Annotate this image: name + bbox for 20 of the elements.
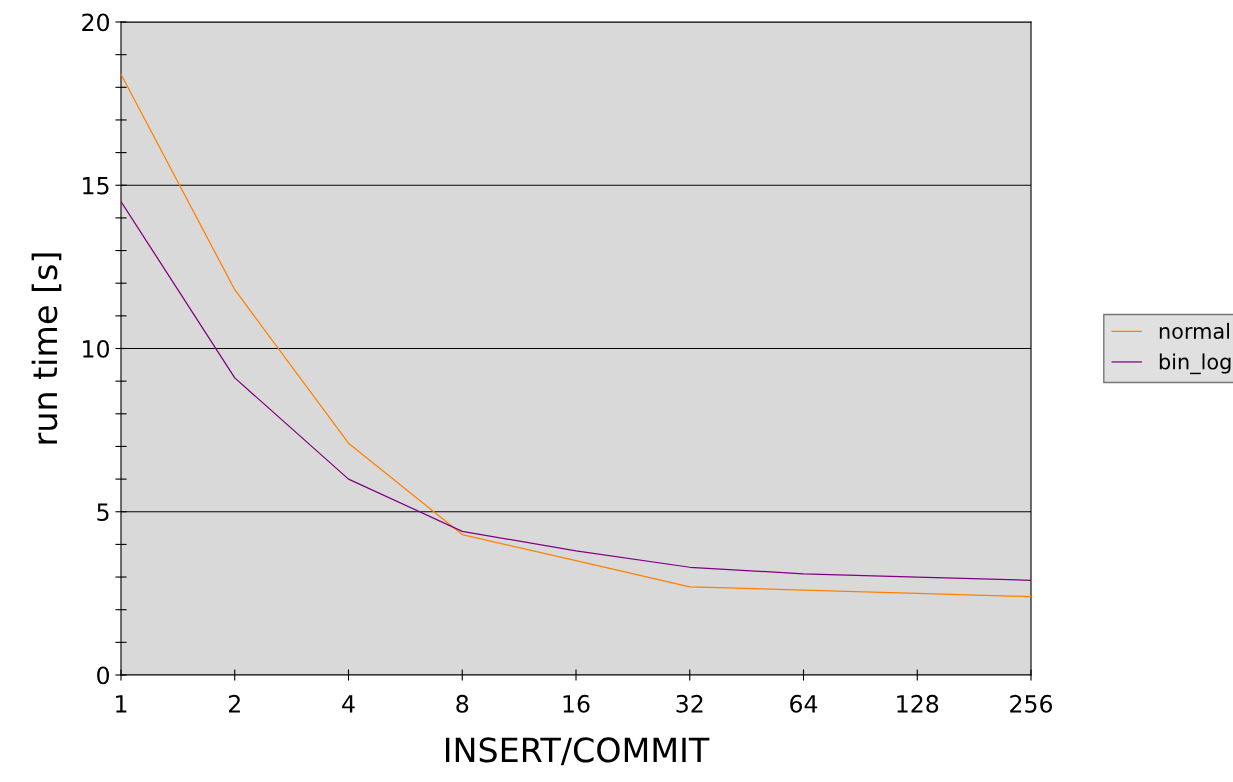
legend-label: normal: [1159, 322, 1230, 339]
y-tick-label: 10: [83, 339, 110, 358]
x-tick-label: 1: [116, 695, 127, 713]
y-tick-label: 0: [97, 666, 110, 685]
x-tick-label: 32: [676, 694, 703, 713]
x-tick-label: 16: [563, 694, 590, 713]
y-tick-label: 15: [83, 177, 109, 195]
line-series: [121, 73, 1031, 598]
x-axis-title: INSERT/COMMIT: [445, 737, 710, 766]
y-axis-title: run time [s]: [31, 253, 62, 444]
x-tick-label: 128: [897, 694, 939, 713]
x-tick-label: 64: [790, 694, 818, 713]
y-tick-label: 5: [97, 503, 109, 522]
line-series: [121, 200, 1031, 581]
y-tick-label: 20: [82, 13, 110, 32]
legend-label: bin_log: [1159, 353, 1231, 375]
x-tick-label: 8: [456, 694, 469, 713]
x-tick-label: 2: [228, 694, 240, 713]
x-tick-label: 256: [1010, 694, 1053, 713]
x-tick-label: 4: [342, 695, 355, 713]
